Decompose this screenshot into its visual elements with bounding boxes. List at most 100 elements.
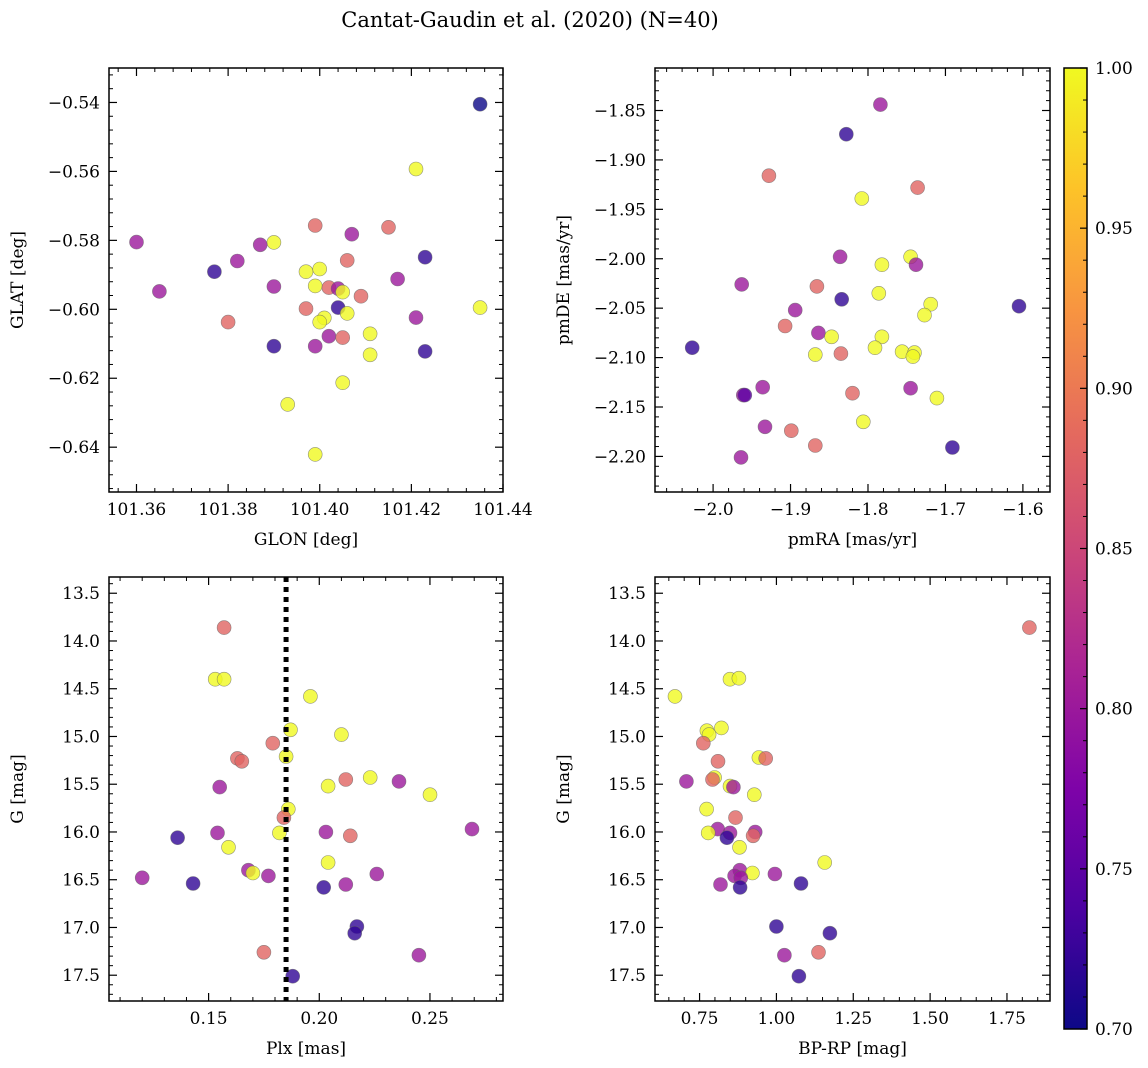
scatter-point — [923, 296, 939, 312]
scatter-point — [298, 264, 314, 280]
scatter-point — [307, 338, 323, 354]
scatter-point — [767, 866, 783, 882]
scatter-point — [245, 865, 261, 881]
y-tick-label: 13.5 — [608, 584, 646, 604]
axis-ticks-plx-g: 0.15 0.20 0.25 13.5 14.0 14.5 15.0 15.5 16.0 16.5… — [62, 577, 503, 1029]
scatter-point — [699, 801, 714, 817]
y-tick-label: 15.5 — [608, 775, 646, 795]
y-tick-label: 17.0 — [608, 918, 646, 938]
scatter-point — [312, 261, 328, 277]
scatter-point — [817, 855, 833, 870]
x-tick-label: 0.20 — [300, 1009, 338, 1029]
scatter-point — [129, 234, 144, 250]
scatter-point — [761, 168, 777, 183]
colorbar-ticks: 0.70 0.75 0.80 0.85 0.90 0.95 1.00 — [1080, 59, 1133, 1040]
scatter-point — [283, 722, 298, 738]
scatter-point — [362, 347, 378, 363]
scatter-point — [408, 161, 424, 177]
scatter-point — [726, 779, 741, 795]
scatter-point — [1022, 620, 1037, 635]
scatter-point — [854, 191, 870, 206]
scatter-point — [320, 778, 336, 794]
scatter-point — [390, 271, 405, 287]
scatter-point — [791, 968, 807, 984]
scatter-point — [929, 390, 945, 406]
y-tick-label: −0.54 — [48, 93, 100, 113]
x-tick-label: 1.50 — [911, 1009, 949, 1029]
scatter-point — [731, 670, 747, 686]
scatter-point — [256, 944, 272, 960]
scatter-point — [1011, 298, 1027, 314]
scatter-point — [811, 325, 826, 341]
x-tick-label: 101.38 — [198, 500, 257, 520]
scatter-point — [411, 947, 427, 963]
scatter-point — [777, 947, 792, 963]
y-tick-label: 15.0 — [62, 727, 100, 747]
scatter-point — [212, 779, 227, 795]
scatter-point — [185, 876, 201, 891]
scatter-point — [381, 220, 396, 235]
y-tick-label: 16.0 — [608, 823, 646, 843]
scatter-point — [845, 385, 860, 401]
scatter-point — [216, 620, 232, 635]
x-tick-label: 0.15 — [190, 1009, 228, 1029]
x-tick-label: 101.40 — [290, 500, 349, 520]
scatter-point — [272, 825, 287, 841]
scatter-point — [312, 314, 328, 330]
panel-plx-g: 0.15 0.20 0.25 13.5 14.0 14.5 15.0 15.5 16.0 16.5… — [8, 576, 504, 1059]
scatter-point — [347, 925, 363, 941]
y-tick-label: −0.58 — [48, 231, 100, 251]
scatter-point — [230, 253, 245, 269]
axes-frame-bprp-g — [654, 576, 1051, 1002]
y-tick-label: −0.56 — [48, 162, 100, 182]
scatter-point — [855, 414, 871, 430]
y-tick-label: 14.5 — [62, 680, 100, 700]
x-tick-label: −1.9 — [770, 500, 811, 520]
axis-ticks-glon-glat: 101.36 101.38 101.40 101.42 101.44 −0.64 −0.62… — [48, 68, 533, 520]
y-tick-label: −2.15 — [594, 398, 646, 418]
scatter-point — [777, 318, 793, 334]
x-tick-label: 0.25 — [411, 1009, 449, 1029]
scatter-point — [710, 753, 726, 769]
scatter-point — [905, 349, 921, 364]
scatter-point — [807, 347, 823, 362]
scatter-point — [285, 968, 301, 984]
scatter-point — [307, 278, 323, 294]
scatter-point — [755, 379, 771, 395]
x-tick-label: −1.8 — [847, 500, 888, 520]
scatter-point — [705, 772, 720, 787]
scatter-point — [832, 249, 848, 265]
scatter-point — [266, 338, 282, 354]
scatter-point — [834, 291, 850, 307]
axis-ticks-pmra-pmde: −2.0 −1.9 −1.8 −1.7 −1.6 −2.20 −2.15 −2.10 −2.05… — [594, 68, 1050, 520]
scatter-point — [807, 438, 823, 453]
scatter-point — [733, 450, 749, 465]
scatter-point — [266, 279, 282, 294]
colorbar-gradient — [1064, 68, 1087, 1029]
colorbar-tick-label: 0.90 — [1095, 379, 1133, 399]
axes-frame-glon-glat — [108, 67, 504, 493]
x-tick-label: 1.25 — [834, 1009, 872, 1029]
y-tick-label: −0.62 — [48, 369, 100, 389]
y-tick-label: 17.5 — [62, 966, 100, 986]
y-axis-label: pmDE [mas/yr] — [554, 215, 574, 345]
scatter-point — [234, 753, 250, 769]
x-tick-label: −2.0 — [692, 500, 733, 520]
scatter-point — [339, 306, 355, 321]
y-tick-label: 14.5 — [608, 680, 646, 700]
scatter-point — [684, 340, 700, 356]
x-tick-label: −1.6 — [1002, 500, 1043, 520]
scatter-point — [338, 772, 354, 787]
panel-glon-glat: 101.36 101.38 101.40 101.42 101.44 −0.64 −0.62… — [8, 67, 533, 550]
x-tick-label: 101.42 — [382, 500, 441, 520]
y-tick-label: −0.64 — [48, 438, 100, 458]
scatter-point — [679, 774, 694, 789]
y-tick-label: −2.00 — [594, 250, 646, 270]
y-axis-label: GLAT [deg] — [8, 231, 28, 329]
scatter-point — [417, 249, 433, 265]
scatter-point — [280, 397, 296, 412]
scatter-point — [732, 880, 748, 895]
colorbar-tick-label: 1.00 — [1095, 59, 1133, 79]
scatter-point — [338, 877, 354, 892]
